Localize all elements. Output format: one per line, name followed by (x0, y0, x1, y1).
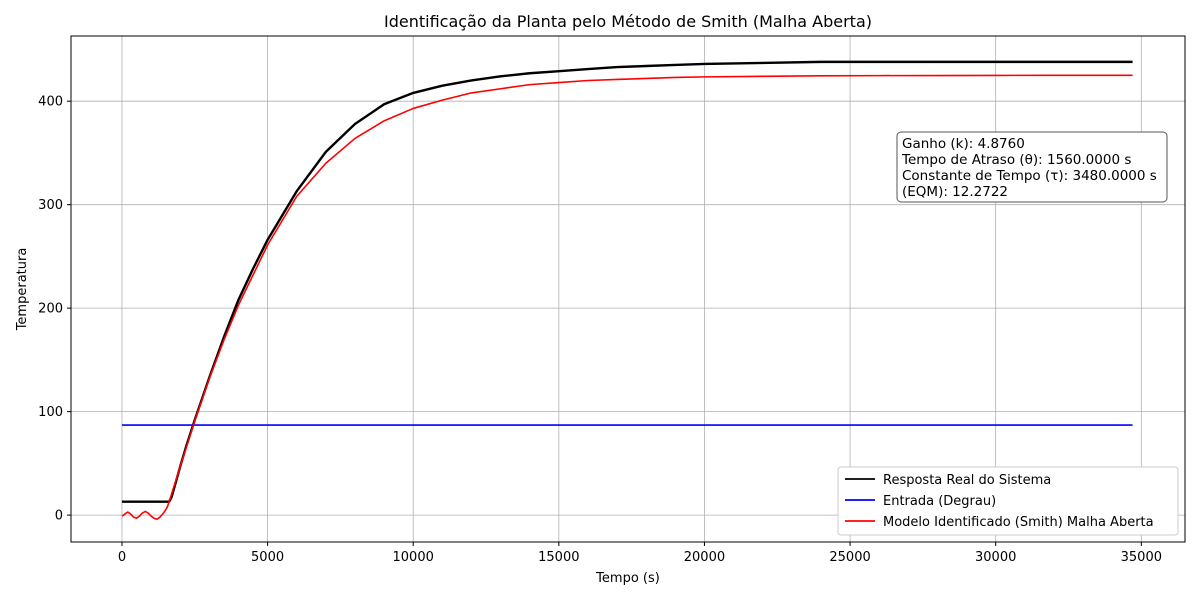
x-tick-label: 20000 (684, 550, 725, 565)
x-tick-label: 35000 (1121, 550, 1162, 565)
legend-label-smith-model: Modelo Identificado (Smith) Malha Aberta (883, 515, 1154, 530)
legend-label-real-response: Resposta Real do Sistema (883, 473, 1051, 488)
x-tick-label: 5000 (251, 550, 284, 565)
series-real-response (121, 60, 1133, 503)
grid (71, 36, 1185, 542)
annotation-line-eqm: (EQM): 12.2722 (902, 184, 1008, 200)
x-tick-label: 15000 (538, 550, 579, 565)
annotation-line-time-constant: Constante de Tempo (τ): 3480.0000 s (902, 168, 1157, 184)
x-tick-label: 0 (118, 550, 126, 565)
y-tick-label: 400 (38, 95, 63, 110)
x-axis-label: Tempo (s) (595, 571, 660, 586)
chart-title: Identificação da Planta pelo Método de S… (384, 12, 872, 31)
y-axis-label: Temperatura (15, 248, 30, 332)
x-tick-label: 10000 (393, 550, 434, 565)
y-axis: 0 100 200 300 400 (38, 95, 71, 524)
annotation-line-gain: Ganho (k): 4.8760 (902, 136, 1025, 152)
x-axis: 0 5000 10000 15000 20000 25000 30000 35000 (118, 542, 1162, 565)
plot-area-frame (70, 35, 1186, 543)
x-tick-label: 30000 (975, 550, 1016, 565)
series-smith-model (121, 74, 1133, 521)
legend-label-step-input: Entrada (Degrau) (883, 494, 996, 509)
y-tick-label: 200 (38, 302, 63, 317)
y-tick-label: 100 (38, 405, 63, 420)
x-tick-label: 25000 (829, 550, 870, 565)
annotation-box: Ganho (k): 4.8760 Tempo de Atraso (θ): 1… (896, 131, 1168, 203)
series-layer (121, 60, 1133, 521)
y-tick-label: 300 (38, 198, 63, 213)
legend-frame (837, 466, 1179, 536)
legend: Resposta Real do Sistema Entrada (Degrau… (837, 466, 1179, 536)
annotation-line-delay: Tempo de Atraso (θ): 1560.0000 s (901, 152, 1131, 168)
y-tick-label: 0 (55, 509, 63, 524)
annotation-frame (896, 131, 1168, 203)
